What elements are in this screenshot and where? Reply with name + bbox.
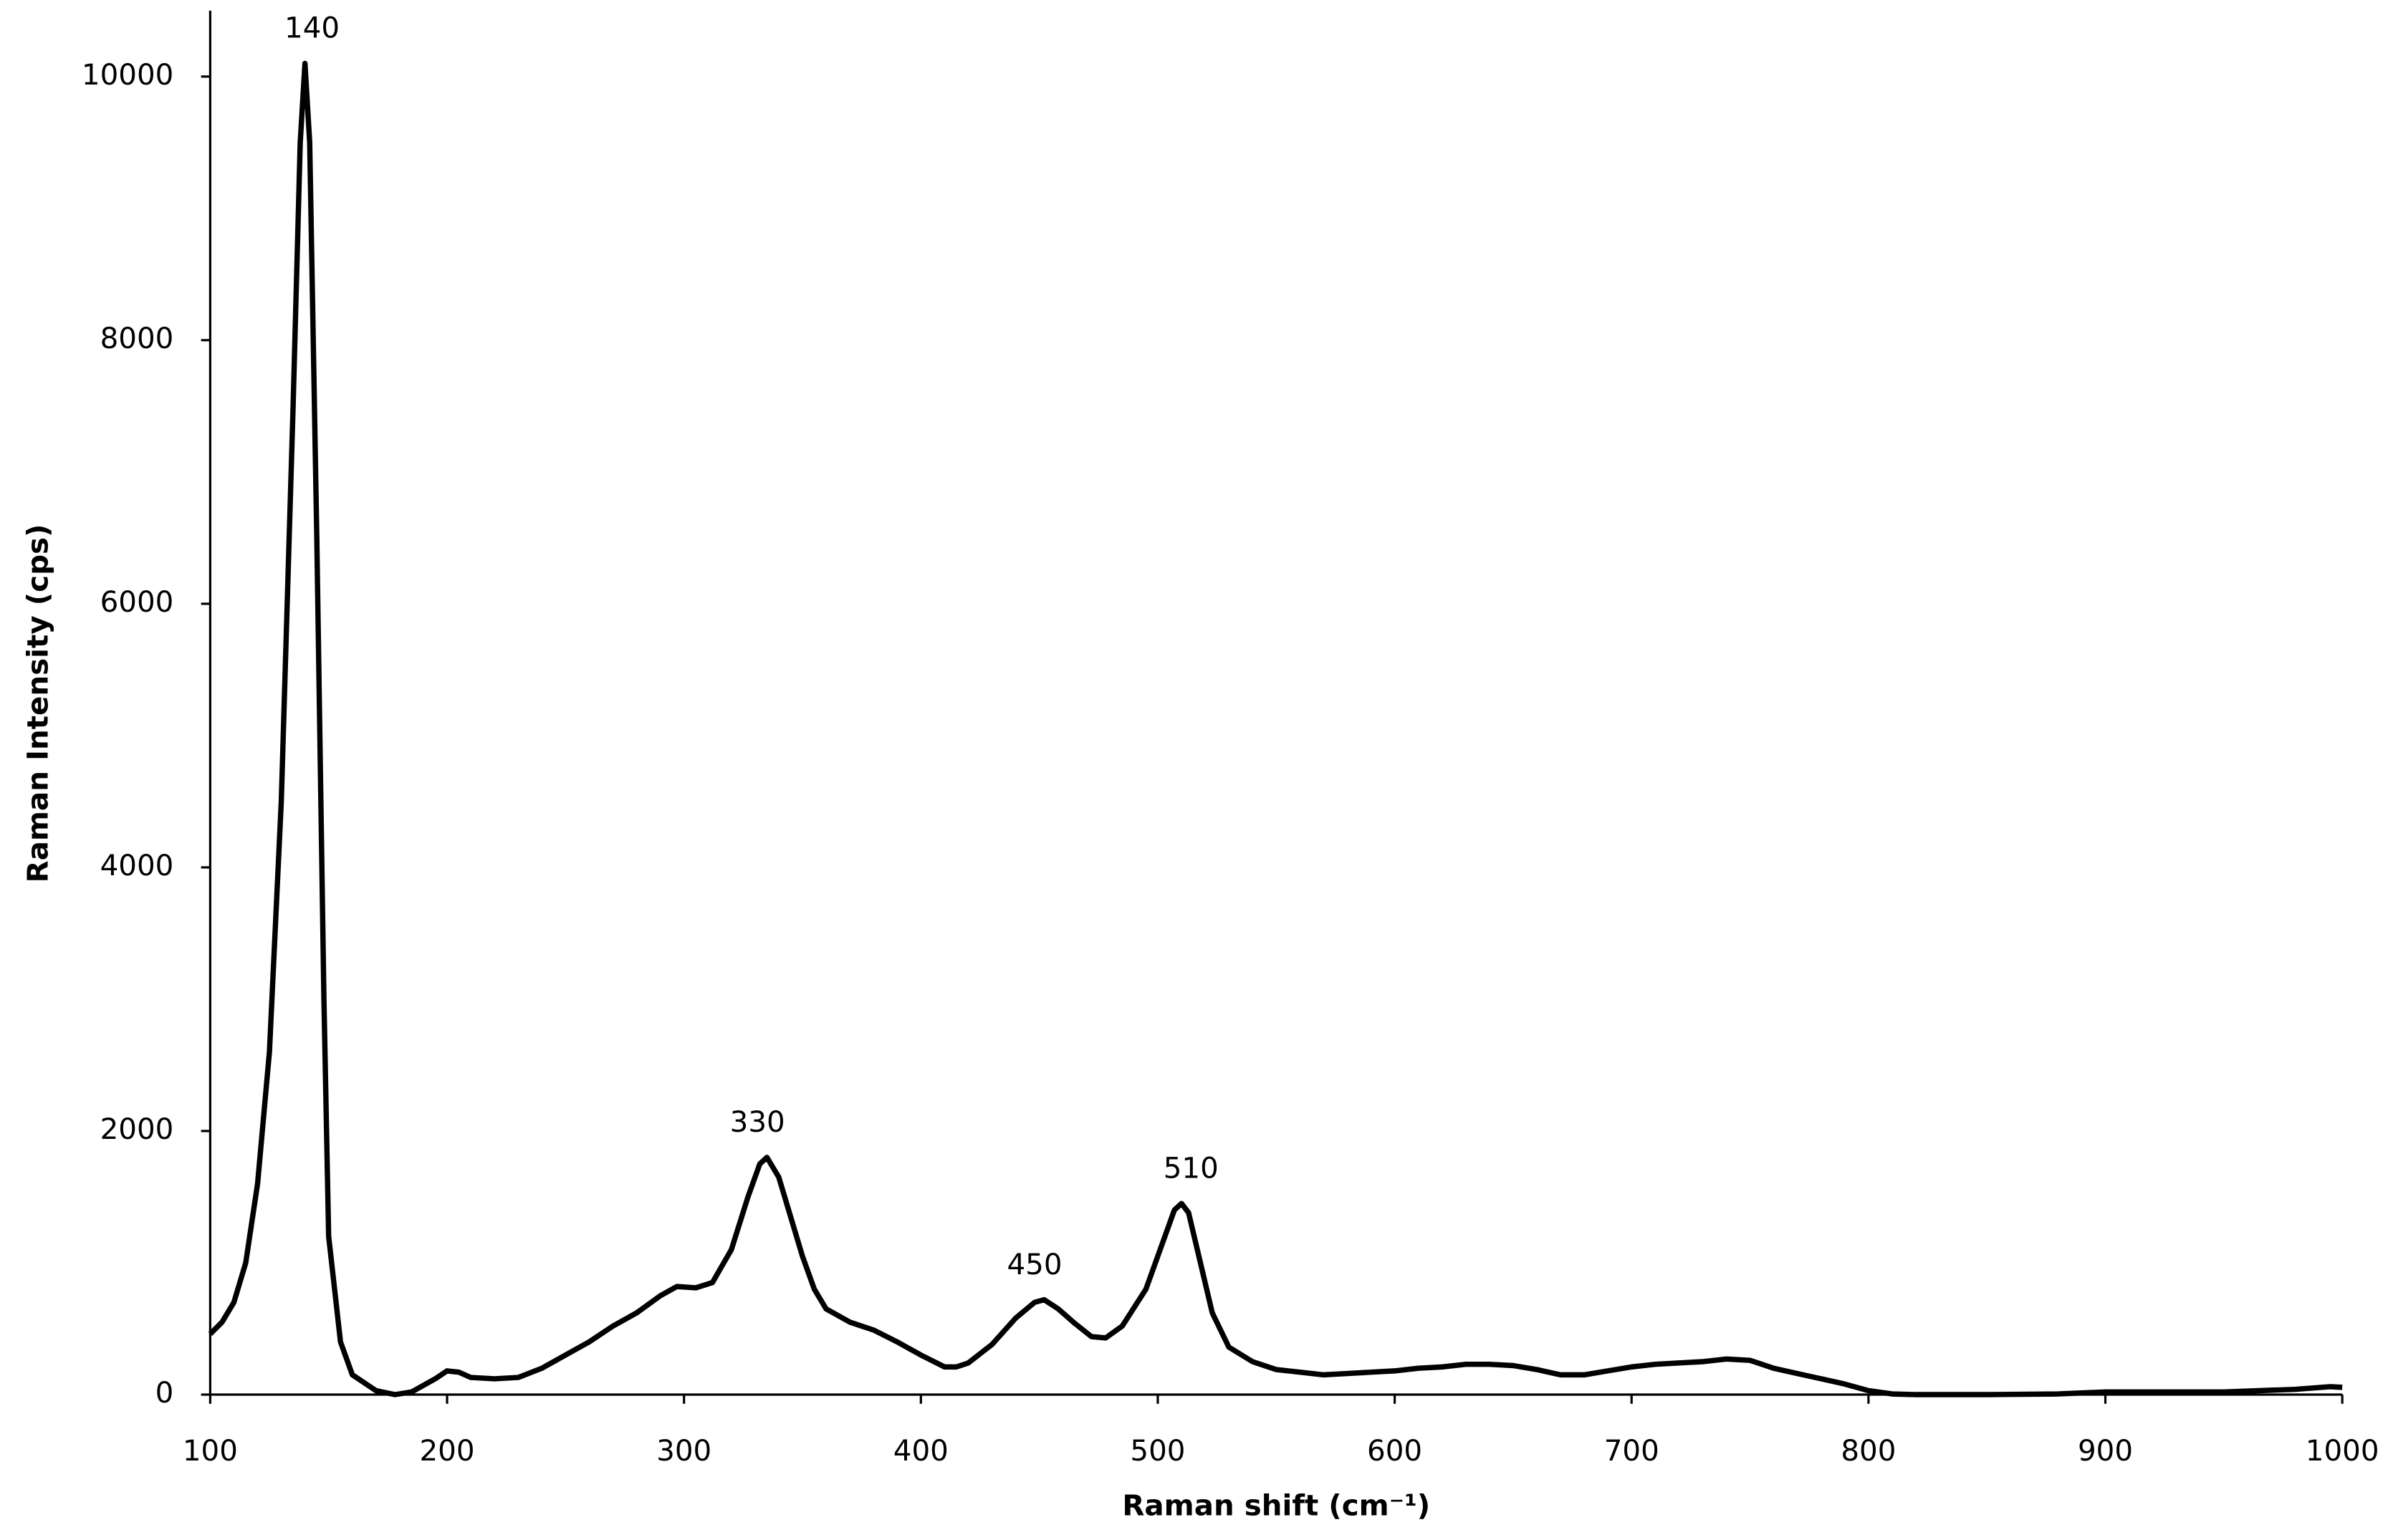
x-tick-label: 800 [1841, 1434, 1896, 1468]
x-tick-label: 400 [893, 1434, 949, 1468]
y-tick-label: 8000 [100, 322, 174, 355]
x-tick-label: 1000 [2306, 1434, 2379, 1468]
x-tick-label: 200 [419, 1434, 474, 1468]
y-tick-label: 6000 [100, 585, 174, 619]
x-tick-label: 900 [2078, 1434, 2133, 1468]
y-axis-title: Raman Intensity (cps) [21, 524, 54, 883]
y-tick-label: 2000 [100, 1112, 174, 1146]
x-tick-label: 500 [1130, 1434, 1185, 1468]
y-tick-label: 10000 [82, 58, 173, 92]
x-tick-label: 300 [656, 1434, 711, 1468]
x-tick-label: 100 [183, 1434, 238, 1468]
peak-annotation: 330 [730, 1105, 785, 1139]
x-tick-label: 700 [1604, 1434, 1659, 1468]
y-tick-label: 4000 [100, 849, 174, 882]
x-tick-label: 600 [1367, 1434, 1422, 1468]
peak-annotation: 140 [284, 11, 340, 45]
data-line [208, 60, 2343, 1397]
x-axis-title: Raman shift (cm⁻¹) [1122, 1488, 1430, 1522]
peak-annotation: 450 [1007, 1248, 1062, 1281]
y-tick-label: 0 [155, 1376, 174, 1410]
peak-annotation: 510 [1164, 1151, 1219, 1185]
